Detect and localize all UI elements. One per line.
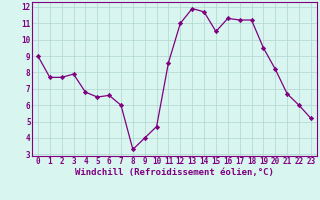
X-axis label: Windchill (Refroidissement éolien,°C): Windchill (Refroidissement éolien,°C) <box>75 168 274 177</box>
